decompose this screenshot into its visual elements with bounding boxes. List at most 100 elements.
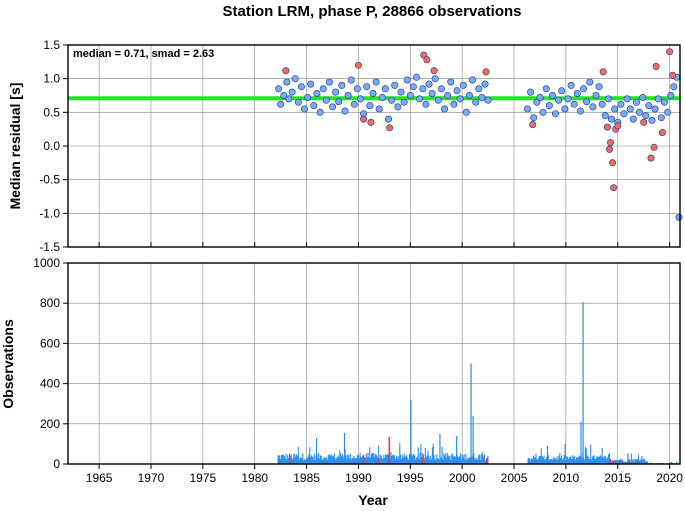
observation-bar [309, 447, 311, 464]
observation-bar [559, 452, 561, 464]
observation-bar [637, 454, 640, 464]
observation-bar [279, 455, 281, 464]
observation-bar [304, 460, 306, 464]
residual-point [297, 83, 305, 91]
observation-bar [611, 460, 613, 464]
observation-bar [305, 458, 307, 464]
observation-bar [621, 459, 623, 464]
residual-point [369, 90, 377, 98]
residual-point [403, 76, 411, 84]
observation-bar [482, 456, 485, 464]
observation-bar [608, 452, 610, 464]
observation-bar [285, 453, 287, 464]
observation-bar [360, 456, 362, 464]
observation-peak-bar [582, 302, 584, 464]
observation-bar [329, 455, 331, 464]
observation-bar [454, 456, 456, 464]
observations-frame [67, 262, 681, 465]
observation-bar [643, 458, 645, 464]
residual-point [639, 94, 647, 102]
observation-bar [314, 460, 316, 464]
observation-bar [568, 459, 570, 464]
outlier-observation-bar [636, 461, 639, 464]
observation-bar [471, 456, 473, 464]
residual-point [394, 103, 402, 111]
observation-bar [322, 459, 324, 464]
observation-bar [467, 457, 469, 464]
observation-bar [555, 459, 557, 464]
observation-bar [610, 461, 612, 464]
observation-bar [597, 456, 599, 464]
observation-bar [457, 456, 459, 464]
residual-point [313, 90, 321, 98]
residual-point [375, 105, 383, 113]
observation-bar [576, 457, 578, 464]
observation-bar [476, 459, 478, 464]
residual-point [422, 100, 430, 108]
observation-bar [465, 454, 467, 464]
observation-bar [593, 455, 595, 464]
observation-bar [622, 459, 624, 464]
observation-bar [460, 453, 462, 464]
observation-bar [437, 458, 439, 464]
residual-outlier-point [482, 68, 490, 76]
observation-bar [641, 455, 643, 464]
observation-bar [529, 458, 531, 464]
residual-point [611, 105, 619, 113]
residual-outlier-point [386, 124, 394, 132]
residual-point [325, 78, 333, 86]
observation-bar [623, 461, 625, 464]
observations-bars [277, 302, 681, 464]
observation-bar [475, 458, 478, 464]
observation-bar [385, 455, 388, 464]
residual-points [275, 48, 683, 221]
observation-bar [350, 459, 352, 464]
observation-bar [328, 454, 330, 464]
observation-bar [633, 461, 635, 464]
residual-point [450, 100, 458, 108]
observation-bar [373, 456, 375, 464]
observation-bar [571, 455, 573, 464]
observation-bar [447, 455, 449, 464]
residual-point [381, 85, 389, 93]
observation-bar [293, 453, 295, 464]
residual-point [350, 100, 358, 108]
observations-x-ticks: 1965 1970 1975 1980 1985 1990 1995 2000 2005 2010… [86, 464, 683, 485]
residual-point [322, 96, 330, 104]
observation-bar [347, 454, 349, 464]
observation-bar [430, 459, 433, 464]
observation-bar [564, 443, 566, 464]
observation-bar [548, 459, 550, 464]
residual-y-label: Median residual [s] [7, 83, 23, 210]
observation-bar [453, 456, 455, 464]
observation-bar [585, 448, 587, 464]
observation-bar [474, 457, 476, 464]
observation-bar [335, 458, 337, 464]
residual-outlier-point [640, 118, 648, 126]
observation-bar [569, 456, 571, 464]
observation-bar [640, 458, 642, 464]
observation-bar [333, 456, 335, 464]
observations-y-tick-label: 0 [53, 457, 60, 471]
observation-bar [584, 447, 586, 464]
observation-bar [567, 456, 569, 464]
observation-bar [330, 454, 332, 464]
observation-bar [644, 461, 647, 464]
observation-bar [590, 444, 592, 464]
observation-bar [284, 458, 286, 464]
residual-point [626, 105, 634, 113]
observation-bar [308, 454, 310, 464]
observation-bar [426, 455, 428, 464]
observation-bar [379, 454, 381, 464]
residual-point [428, 90, 436, 98]
observation-bar [600, 457, 602, 464]
observation-bar [326, 457, 328, 464]
observation-bar [323, 456, 325, 464]
residual-y-tick-label: 1.5 [43, 38, 60, 52]
observation-bar [644, 459, 646, 464]
observation-bar [676, 461, 678, 464]
observation-bar [361, 457, 363, 464]
observation-bar [375, 454, 377, 464]
residual-point [623, 95, 631, 103]
